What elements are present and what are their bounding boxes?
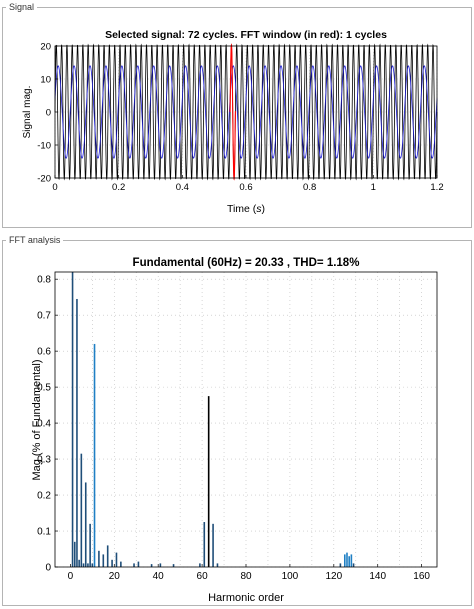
- fft-y-tick-label: 0.8: [37, 275, 51, 286]
- fft-harmonic-bar: [137, 561, 140, 567]
- signal-fft-window-series: [229, 43, 236, 181]
- signal-y-tick-label: -10: [37, 141, 51, 152]
- signal-ticks: 0 0.2 0.4 0.6 0.8 1 1.2 20 10 0 -10 -20: [37, 42, 443, 194]
- fft-x-tick-label: 60: [197, 571, 209, 582]
- signal-y-tick-label: 0: [46, 108, 51, 119]
- signal-x-axis-label: Time (s): [227, 203, 265, 215]
- signal-black-series: [54, 43, 438, 181]
- fft-harmonic-bar: [78, 559, 80, 567]
- signal-x-tick-label: 1.2: [430, 182, 443, 193]
- signal-y-tick-label: -20: [37, 174, 51, 185]
- fft-harmonic-bar: [87, 563, 89, 567]
- fft-bars: [71, 272, 355, 567]
- signal-y-tick-label: 10: [40, 75, 51, 86]
- fft-y-tick-label: 0.6: [37, 347, 51, 358]
- fft-harmonic-bar: [106, 545, 109, 567]
- fft-y-tick-label: 0.7: [37, 311, 51, 322]
- signal-blue-series: [54, 65, 438, 159]
- fft-harmonic-bar: [172, 564, 175, 567]
- fft-harmonic-bar: [199, 563, 201, 567]
- fft-y-tick-label: 0.4: [37, 419, 51, 430]
- fft-chart-title: Fundamental (60Hz) = 20.33 , THD= 1.18%: [133, 257, 360, 269]
- fft-harmonic-bar: [115, 552, 118, 567]
- fft-x-tick-label: 120: [325, 571, 342, 582]
- fft-y-tick-label: 0.5: [37, 383, 51, 394]
- fft-harmonic-bar: [346, 552, 348, 567]
- fft-harmonic-bar: [93, 343, 96, 567]
- fft-x-tick-label: 80: [240, 571, 252, 582]
- fft-x-tick-label: 40: [153, 571, 165, 582]
- fft-harmonic-bar: [339, 563, 342, 567]
- signal-x-tick-label: 0.2: [112, 182, 125, 193]
- fft-x-tick-label: 140: [369, 571, 386, 582]
- fft-y-tick-label: 0.1: [37, 527, 51, 538]
- fft-harmonic-bar: [120, 561, 122, 567]
- fft-y-tick-label: 0: [45, 563, 51, 574]
- fft-x-axis-label: Harmonic order: [208, 592, 284, 604]
- fft-x-tick-label: 100: [282, 571, 299, 582]
- fft-harmonic-bar: [91, 563, 94, 567]
- fft-panel-label: FFT analysis: [6, 235, 64, 245]
- fft-ticks: 0 20 40 60 80 100 120 140 160 0 0.1 0.2 0.3 0.4 0.5 0.6…: [37, 275, 430, 582]
- fft-harmonic-bar: [343, 554, 346, 567]
- fft-harmonic-bar: [133, 563, 135, 567]
- fft-harmonic-bar: [207, 396, 210, 567]
- signal-panel-label: Signal: [6, 2, 38, 12]
- fft-x-tick-label: 160: [413, 571, 430, 582]
- fft-harmonic-bar: [84, 482, 87, 567]
- fft-harmonic-bar: [76, 298, 78, 567]
- signal-y-axis-label: Signal mag.: [22, 86, 33, 139]
- fft-harmonic-bar: [89, 523, 91, 567]
- fft-y-tick-label: 0.3: [37, 455, 51, 466]
- fft-harmonic-bar: [102, 554, 105, 567]
- signal-chart-title: Selected signal: 72 cycles. FFT window (…: [105, 29, 387, 41]
- fft-x-tick-label: 20: [109, 571, 121, 582]
- signal-x-tick-label: 0.6: [239, 182, 252, 193]
- fft-harmonic-bar: [150, 564, 153, 567]
- signal-y-tick-label: 20: [40, 42, 51, 53]
- fft-harmonic-bar: [98, 550, 100, 567]
- signal-x-tick-label: 0.4: [176, 182, 189, 193]
- fft-harmonic-bar: [73, 541, 76, 567]
- fft-harmonic-bar: [203, 522, 206, 567]
- fft-y-axis-label: Mag (% of Fundamental): [31, 359, 43, 480]
- fft-harmonic-bar: [111, 559, 113, 567]
- signal-x-tick-label: 0: [52, 182, 57, 193]
- fft-harmonic-bar: [350, 554, 353, 567]
- signal-x-tick-label: 0.8: [303, 182, 316, 193]
- fft-harmonic-bar: [352, 563, 355, 567]
- signal-waveforms: [54, 43, 438, 181]
- signal-x-tick-label: 1: [371, 182, 376, 193]
- fft-harmonic-bar: [159, 563, 162, 567]
- signal-chart: 0 0.2 0.4 0.6 0.8 1 1.2 20 10 0 -10 -20 Selected si…: [22, 29, 444, 215]
- fft-harmonic-bar: [212, 523, 214, 567]
- fft-harmonic-bar: [216, 563, 219, 567]
- fft-harmonic-bar: [82, 563, 85, 567]
- fft-harmonic-bar: [80, 453, 83, 567]
- fft-harmonic-bar: [348, 556, 350, 567]
- fft-y-tick-label: 0.2: [37, 491, 51, 502]
- fft-x-tick-label: 0: [68, 571, 74, 582]
- fft-plot-area: [55, 272, 437, 567]
- fft-harmonic-bar: [71, 272, 74, 567]
